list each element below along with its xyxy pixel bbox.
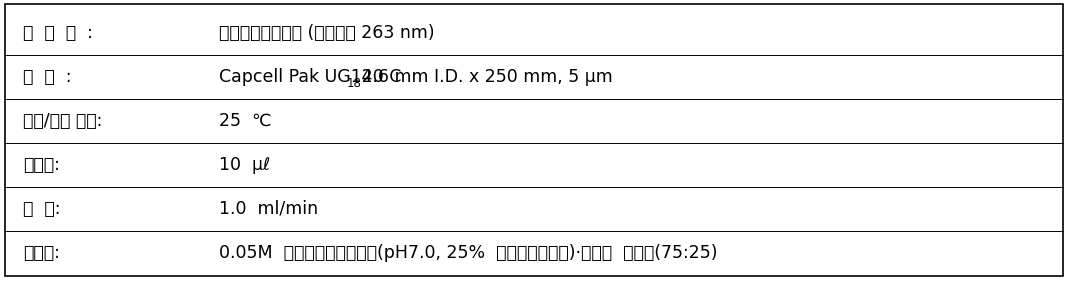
- Text: 주입량:: 주입량:: [23, 156, 61, 174]
- Text: 칼  럼  :: 칼 럼 :: [23, 68, 72, 86]
- Text: 18: 18: [347, 77, 362, 90]
- Text: 검  출  기  :: 검 출 기 :: [23, 24, 93, 42]
- Text: 0.05M  인산이수소칼륨용액(pH7.0, 25%  수산화나트륨액)·메탄올  혼합액(75:25): 0.05M 인산이수소칼륨용액(pH7.0, 25% 수산화나트륨액)·메탄올 …: [219, 244, 718, 262]
- Text: Capcell Pak UG120 C: Capcell Pak UG120 C: [219, 68, 402, 86]
- Text: 칼럼/주입 온도:: 칼럼/주입 온도:: [23, 112, 103, 130]
- Text: 4.6 mm I.D. x 250 mm, 5 μm: 4.6 mm I.D. x 250 mm, 5 μm: [356, 68, 613, 86]
- Text: 이동상:: 이동상:: [23, 244, 61, 262]
- Text: 25  ℃: 25 ℃: [219, 112, 271, 130]
- Text: 10  μℓ: 10 μℓ: [219, 156, 270, 174]
- Text: 유  량:: 유 량:: [23, 200, 61, 218]
- Text: 1.0  ml/min: 1.0 ml/min: [219, 200, 318, 218]
- Text: 자외부흡광광도계 (측정파장 263 nm): 자외부흡광광도계 (측정파장 263 nm): [219, 24, 435, 42]
